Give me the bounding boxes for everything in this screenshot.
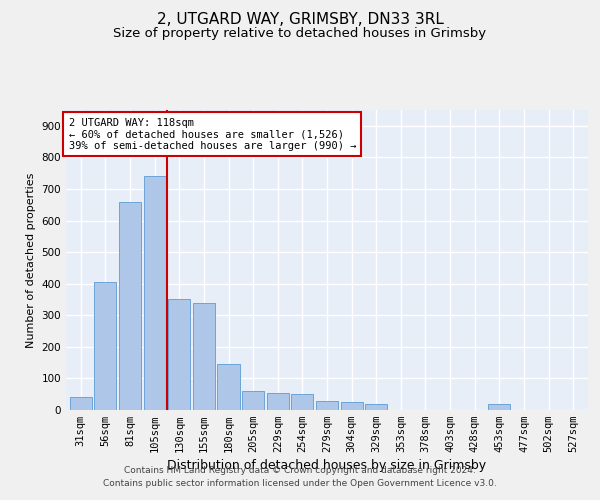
Bar (143, 176, 166, 410)
X-axis label: Distribution of detached houses by size in Grimsby: Distribution of detached houses by size … (167, 460, 487, 472)
Bar (365, 404, 388, 410)
Bar (70, 398, 92, 410)
Bar (193, 302, 215, 410)
Bar (94, 282, 116, 410)
Text: 2 UTGARD WAY: 118sqm
← 60% of detached houses are smaller (1,526)
39% of semi-de: 2 UTGARD WAY: 118sqm ← 60% of detached h… (68, 118, 356, 150)
Bar (291, 394, 313, 410)
Text: Contains HM Land Registry data © Crown copyright and database right 2024.
Contai: Contains HM Land Registry data © Crown c… (103, 466, 497, 487)
Bar (316, 400, 338, 410)
Bar (119, 202, 141, 410)
Text: Size of property relative to detached houses in Grimsby: Size of property relative to detached ho… (113, 28, 487, 40)
Bar (488, 404, 511, 410)
Bar (217, 364, 239, 410)
Bar (168, 300, 190, 410)
Bar (266, 392, 289, 410)
Y-axis label: Number of detached properties: Number of detached properties (26, 172, 36, 348)
Bar (341, 402, 363, 410)
Bar (242, 391, 264, 410)
Text: 2, UTGARD WAY, GRIMSBY, DN33 3RL: 2, UTGARD WAY, GRIMSBY, DN33 3RL (157, 12, 443, 28)
